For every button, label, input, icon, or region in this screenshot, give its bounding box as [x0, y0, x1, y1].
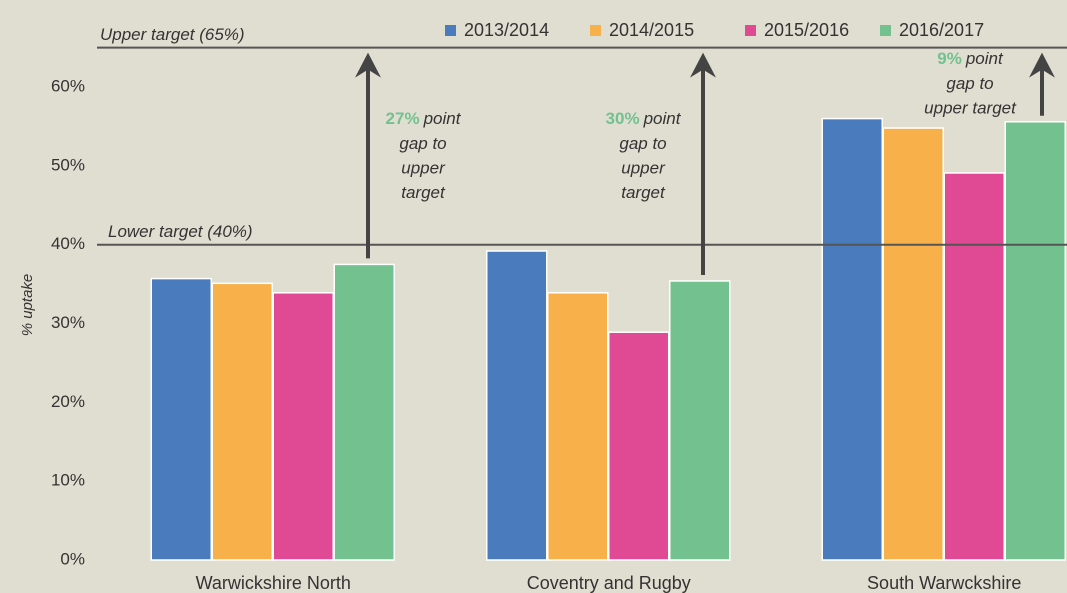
annotation: upper target [924, 98, 1017, 117]
x-tick-label: South Warwckshire [867, 573, 1021, 593]
annotation: 30% point [606, 109, 682, 128]
annotation: 9% point [937, 49, 1004, 68]
bar [486, 250, 548, 561]
bar [943, 172, 1005, 561]
y-tick-label: 60% [51, 77, 85, 96]
annotation: 27% point [386, 109, 462, 128]
annotation-highlight: 27% [386, 109, 420, 128]
reference-label: Lower target (40%) [108, 222, 253, 241]
annotation-text: point [423, 109, 462, 128]
y-tick-label: 50% [51, 155, 85, 174]
annotation-highlight: 30% [606, 109, 640, 128]
bar [547, 292, 609, 561]
annotation: upper [621, 158, 666, 177]
y-axis-label: % uptake [19, 274, 36, 337]
annotation: upper [401, 158, 446, 177]
annotation: target [621, 183, 666, 202]
bar [1004, 120, 1066, 561]
annotation: target [401, 183, 446, 202]
annotation: gap to [946, 74, 993, 93]
bar [608, 331, 670, 561]
legend-swatch [590, 25, 601, 36]
annotation: gap to [619, 134, 666, 153]
reference-label: Upper target (65%) [100, 25, 245, 44]
annotation-text: point [965, 49, 1004, 68]
arrow-head [690, 52, 716, 78]
legend-swatch [745, 25, 756, 36]
y-tick-label: 40% [51, 234, 85, 253]
legend-swatch [445, 25, 456, 36]
legend-label: 2013/2014 [464, 20, 549, 40]
bar [272, 292, 334, 561]
bar [150, 277, 212, 561]
arrow-head [355, 52, 381, 78]
legend-label: 2015/2016 [764, 20, 849, 40]
annotation-highlight: 9% [937, 49, 962, 68]
bar [669, 280, 731, 561]
bar [211, 282, 273, 561]
y-tick-label: 10% [51, 471, 85, 490]
y-tick-label: 0% [60, 549, 85, 568]
arrow-head [1029, 52, 1055, 78]
bar [821, 117, 883, 561]
legend-label: 2014/2015 [609, 20, 694, 40]
x-tick-label: Warwickshire North [196, 573, 351, 593]
bar [333, 263, 395, 561]
legend-label: 2016/2017 [899, 20, 984, 40]
legend-swatch [880, 25, 891, 36]
bar [882, 127, 944, 561]
annotation-text: point [643, 109, 682, 128]
y-tick-label: 20% [51, 392, 85, 411]
x-tick-label: Coventry and Rugby [527, 573, 691, 593]
y-tick-label: 30% [51, 313, 85, 332]
annotation: gap to [399, 134, 446, 153]
